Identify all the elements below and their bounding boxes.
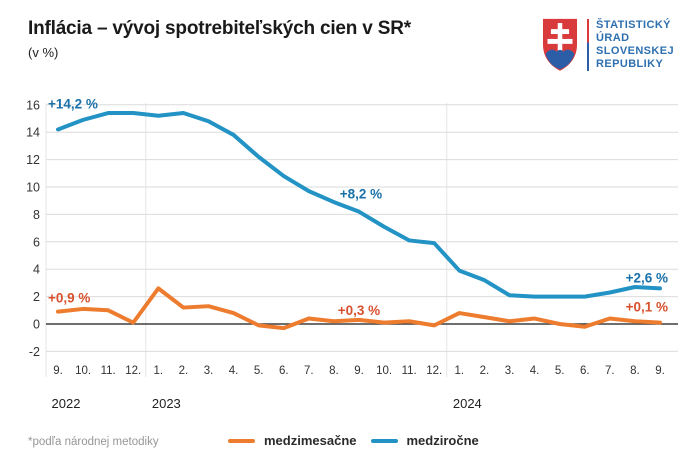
- x-tick-label: 8.: [630, 365, 640, 377]
- legend-label: medziročne: [406, 433, 479, 448]
- y-tick-label: 12: [26, 153, 40, 167]
- statistical-office-logo: ŠTATISTICKÝ ÚRAD SLOVENSKEJ REPUBLIKY: [541, 17, 674, 73]
- x-tick-label: 12.: [426, 365, 442, 377]
- x-tick-label: 9.: [655, 365, 665, 377]
- y-axis-labels: 16 14 12 10 8 6 4 2 0 -2: [26, 98, 40, 359]
- annotation-label: +2,6 %: [626, 270, 668, 285]
- blue-line-swatch-icon: [370, 438, 398, 443]
- y-tick-label: 6: [33, 235, 40, 249]
- x-tick-label: 4.: [229, 365, 239, 377]
- year-label: 2022: [52, 396, 81, 411]
- y-tick-label: 14: [26, 126, 40, 140]
- y-tick-label: 10: [26, 181, 40, 195]
- x-tick-label: 9.: [53, 365, 63, 377]
- data-line-medziročne: [56, 111, 662, 299]
- methodology-footnote: *podľa národnej metodiky: [28, 436, 159, 448]
- data-line-medzimesačne: [56, 286, 662, 331]
- logo-text: ŠTATISTICKÝ ÚRAD SLOVENSKEJ REPUBLIKY: [596, 19, 674, 71]
- annotation-label: +14,2 %: [48, 96, 98, 111]
- year-label: 2024: [453, 396, 482, 411]
- x-tick-label: 8.: [329, 365, 339, 377]
- x-tick-label: 7.: [304, 365, 314, 377]
- chart-legend: medzimesačne medziročne: [228, 433, 479, 448]
- chart-plot: 16 14 12 10 8 6 4 2 0 -2 9. 10. 11. 12. 1. 2. 3. 4. 5. 6. 7.…: [26, 96, 678, 411]
- x-tick-label: 1.: [154, 365, 164, 377]
- x-tick-label: 5.: [555, 365, 565, 377]
- legend-item-medzimesacne: medzimesačne: [228, 433, 357, 448]
- x-tick-label: 11.: [101, 365, 116, 377]
- x-tick-label: 2.: [480, 365, 490, 377]
- legend-label: medzimesačne: [264, 433, 357, 448]
- page-title: Inflácia – vývoj spotrebiteľských cien v…: [28, 18, 411, 39]
- year-label: 2023: [152, 396, 181, 411]
- x-tick-label: 9.: [354, 365, 364, 377]
- x-tick-label: 10.: [376, 365, 392, 377]
- logo-text-line: SLOVENSKEJ: [596, 45, 674, 57]
- x-tick-label: 3.: [505, 365, 515, 377]
- annotation-label: +0,9 %: [48, 291, 90, 306]
- y-tick-label: -2: [29, 345, 40, 359]
- x-tick-label: 6.: [279, 365, 289, 377]
- y-tick-label: 2: [33, 290, 40, 304]
- logo-text-line: ÚRAD: [596, 32, 630, 44]
- x-tick-label: 12.: [125, 365, 141, 377]
- legend-item-medzirocne: medziročne: [370, 433, 479, 448]
- annotation-label: +0,1 %: [626, 300, 668, 315]
- slovak-coat-of-arms-icon: [543, 18, 578, 71]
- y-tick-label: 8: [33, 208, 40, 222]
- orange-line-swatch-icon: [228, 438, 255, 443]
- y-tick-label: 16: [26, 98, 40, 112]
- chart-unit-subtitle: (v %): [28, 45, 59, 60]
- x-tick-label: 11.: [402, 365, 417, 377]
- x-axis-labels: 9. 10. 11. 12. 1. 2. 3. 4. 5. 6. 7. 8. 9. 10. 11. 12. 1.…: [52, 365, 665, 411]
- x-tick-label: 5.: [254, 365, 264, 377]
- y-tick-label: 0: [33, 318, 40, 332]
- x-tick-label: 7.: [605, 365, 615, 377]
- x-tick-label: 3.: [204, 365, 214, 377]
- annotation-label: +8,2 %: [340, 187, 382, 202]
- x-tick-label: 4.: [530, 365, 540, 377]
- logo-text-line: ŠTATISTICKÝ: [596, 19, 671, 31]
- chart-header: Inflácia – vývoj spotrebiteľských cien v…: [28, 18, 411, 60]
- year-separators: [45, 103, 448, 377]
- annotations: +14,2 % +8,2 % +2,6 % +0,9 % +0,3 % +0,1 %: [48, 96, 668, 317]
- logo-divider: [587, 19, 590, 71]
- logo-text-line: REPUBLIKY: [596, 58, 664, 70]
- annotation-label: +0,3 %: [338, 303, 380, 318]
- x-tick-label: 1.: [455, 365, 465, 377]
- x-tick-label: 6.: [580, 365, 590, 377]
- y-tick-label: 4: [33, 263, 40, 277]
- x-tick-label: 10.: [75, 365, 91, 377]
- x-tick-label: 2.: [179, 365, 189, 377]
